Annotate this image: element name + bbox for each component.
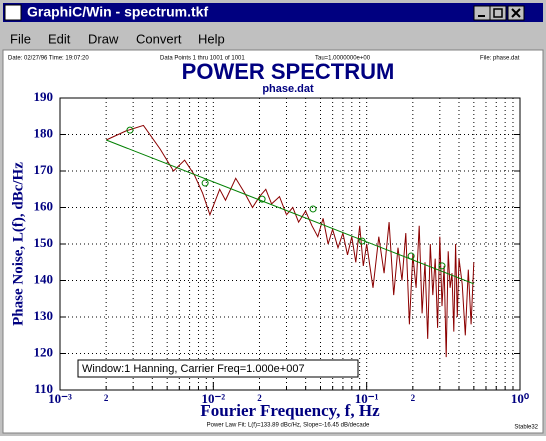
data-point xyxy=(309,205,317,213)
data-point xyxy=(358,237,366,245)
plot-area xyxy=(59,97,521,391)
menu-item[interactable]: Draw xyxy=(88,31,119,46)
app-icon xyxy=(4,4,22,21)
window-title: GraphiC/Win - spectrum.tkf xyxy=(27,4,208,20)
header-info: Tau=1.0000000e+00 xyxy=(315,56,371,62)
y-tick-label: 140 xyxy=(34,271,54,286)
data-point xyxy=(201,179,209,187)
credit: Stable32 xyxy=(514,425,538,431)
y-tick-label: 180 xyxy=(34,125,54,140)
y-tick-label: 130 xyxy=(34,308,54,323)
header-info: File: phase.dat xyxy=(480,56,520,62)
chart-subtitle: phase.dat xyxy=(262,83,314,95)
menu-item[interactable]: File xyxy=(10,31,31,46)
footer-fit: Power Law Fit: L(f)=133.89 dBc/Hz, Slope… xyxy=(207,423,370,429)
menu-item[interactable]: Help xyxy=(198,31,225,46)
x-tick-label: 2 xyxy=(411,393,416,403)
chart: Date: 02/27/96 Time: 19:07:20 Data Points… xyxy=(8,56,539,431)
x-tick-label: 2 xyxy=(104,393,109,403)
window-controls xyxy=(473,5,525,21)
header-info: Data Points 1 thru 1001 of 1001 xyxy=(160,56,245,62)
data-point xyxy=(126,126,134,134)
x-tick-label: 10⁻³ xyxy=(48,391,72,406)
data-line xyxy=(105,124,475,358)
y-tick-label: 120 xyxy=(34,344,54,359)
maximize-glyph xyxy=(493,8,503,18)
minimize-button[interactable] xyxy=(473,5,491,21)
y-tick-label: 150 xyxy=(34,235,54,250)
legend-text: Window:1 Hanning, Carrier Freq=1.000e+00… xyxy=(82,363,305,375)
menu-bar: File Edit Draw Convert Help xyxy=(10,31,225,46)
y-tick-label: 170 xyxy=(34,162,54,177)
y-axis-label: Phase Noise, L(f), dBc/Hz xyxy=(10,162,26,326)
x-tick-label: 10⁻² xyxy=(201,391,225,406)
chart-title: POWER SPECTRUM xyxy=(182,59,395,84)
data-point xyxy=(258,195,266,203)
y-tick-label: 160 xyxy=(34,198,54,213)
menu-item[interactable]: Convert xyxy=(136,31,182,46)
header-info: Date: 02/27/96 Time: 19:07:20 xyxy=(8,56,89,62)
x-axis-label: Fourier Frequency, f, Hz xyxy=(200,401,380,420)
data-point xyxy=(438,262,446,270)
x-tick-label: 10⁰ xyxy=(511,391,530,406)
y-tick-label: 190 xyxy=(34,89,54,104)
title-bar xyxy=(3,3,543,22)
x-tick-label: 2 xyxy=(257,393,262,403)
legend-box xyxy=(77,359,359,378)
y-tick-label: 110 xyxy=(34,381,53,396)
close-glyph xyxy=(511,8,521,18)
data-line xyxy=(106,139,474,285)
menu-item[interactable]: Edit xyxy=(48,31,71,46)
maximize-button[interactable] xyxy=(489,5,507,21)
data-point xyxy=(407,252,415,260)
x-tick-label: 10⁻¹ xyxy=(355,391,379,406)
